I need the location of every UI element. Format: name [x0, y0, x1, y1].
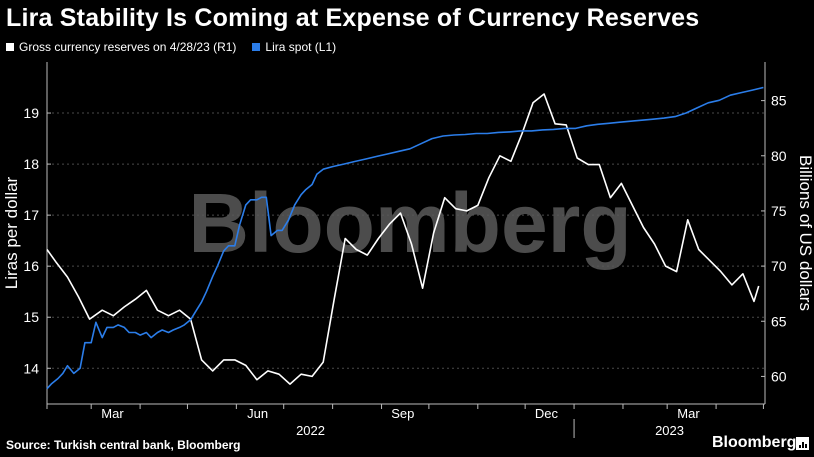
left-tick-label-0: 14	[23, 360, 39, 376]
legend-swatch-reserves	[6, 43, 14, 51]
legend-label-lira: Lira spot (L1)	[265, 40, 337, 54]
x-tick-label-0: Mar	[101, 406, 124, 421]
legend-item-lira: Lira spot (L1)	[252, 40, 336, 54]
x-year-label-1: 2023	[655, 423, 684, 438]
x-year-label-0: 2022	[296, 423, 325, 438]
chart-title: Lira Stability Is Coming at Expense of C…	[6, 4, 700, 32]
bar-chart-icon	[796, 437, 809, 450]
left-tick-label-5: 19	[23, 105, 39, 121]
left-tick-label-4: 18	[23, 156, 39, 172]
legend: Gross currency reserves on 4/28/23 (R1) …	[6, 40, 336, 54]
right-tick-label-0: 60	[771, 368, 787, 384]
legend-swatch-lira	[252, 43, 261, 51]
right-tick-label-4: 80	[771, 148, 787, 164]
series-line-reserves	[46, 93, 760, 385]
right-tick-label-5: 85	[771, 93, 787, 109]
right-axis-title: Billions of US dollars	[796, 155, 814, 311]
brand-logo: Bloomberg	[712, 434, 797, 451]
left-tick-label-2: 16	[23, 258, 39, 274]
x-tick-label-3: Dec	[535, 406, 559, 421]
x-tick-label-2: Sep	[391, 406, 414, 421]
right-tick-label-3: 75	[771, 203, 787, 219]
right-tick-label-1: 65	[771, 313, 787, 329]
left-axis-title: Liras per dollar	[2, 176, 21, 289]
x-tick-label-4: Mar	[677, 406, 700, 421]
watermark-text: Bloomberg	[188, 176, 631, 270]
left-tick-label-1: 15	[23, 309, 39, 325]
left-tick-label-3: 17	[23, 207, 39, 223]
legend-label-reserves: Gross currency reserves on 4/28/23 (R1)	[19, 40, 237, 54]
series-line-lira	[46, 86, 764, 390]
source-note: Source: Turkish central bank, Bloomberg	[6, 438, 241, 452]
legend-item-reserves: Gross currency reserves on 4/28/23 (R1)	[6, 40, 236, 54]
right-tick-label-2: 70	[771, 258, 787, 274]
x-tick-label-1: Jun	[247, 406, 268, 421]
